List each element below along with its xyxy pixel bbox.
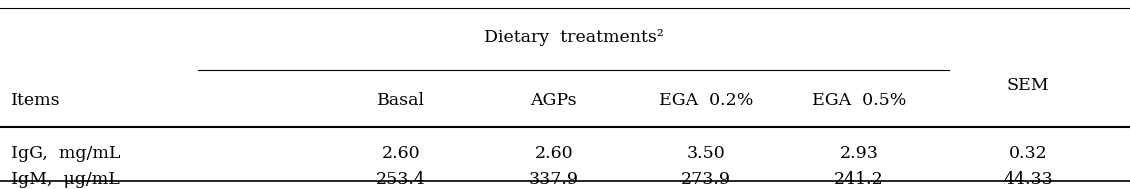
Text: SEM: SEM [1007, 77, 1050, 94]
Text: 2.93: 2.93 [840, 145, 878, 162]
Text: 241.2: 241.2 [834, 171, 884, 188]
Text: Items: Items [11, 92, 61, 109]
Text: 2.60: 2.60 [382, 145, 420, 162]
Text: 273.9: 273.9 [681, 171, 731, 188]
Text: IgG,  mg/mL: IgG, mg/mL [11, 145, 121, 162]
Text: 337.9: 337.9 [529, 171, 579, 188]
Text: IgM,  μg/mL: IgM, μg/mL [11, 171, 120, 188]
Text: EGA  0.2%: EGA 0.2% [659, 92, 754, 109]
Text: 44.33: 44.33 [1003, 171, 1053, 188]
Text: AGPs: AGPs [530, 92, 577, 109]
Text: 0.32: 0.32 [1009, 145, 1048, 162]
Text: 3.50: 3.50 [687, 145, 725, 162]
Text: EGA  0.5%: EGA 0.5% [811, 92, 906, 109]
Text: Dietary  treatments²: Dietary treatments² [484, 29, 663, 46]
Text: Basal: Basal [377, 92, 425, 109]
Text: 2.60: 2.60 [534, 145, 573, 162]
Text: 253.4: 253.4 [376, 171, 426, 188]
